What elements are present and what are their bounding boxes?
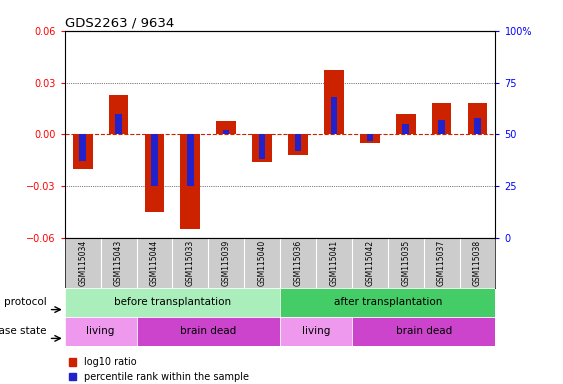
Bar [280,288,495,317]
Bar [280,317,352,346]
Bar [145,134,164,212]
Text: GSM115043: GSM115043 [114,240,123,286]
Bar [65,288,280,317]
Bar [330,97,337,134]
Text: GSM115033: GSM115033 [186,240,195,286]
Text: after transplantation: after transplantation [334,297,442,308]
Bar [432,103,452,134]
Text: living: living [302,326,330,336]
Legend: log10 ratio, percentile rank within the sample: log10 ratio, percentile rank within the … [65,353,253,384]
Text: protocol: protocol [4,297,47,308]
Bar [187,134,194,186]
Bar [181,134,200,230]
Bar [468,103,488,134]
Text: GSM115044: GSM115044 [150,240,159,286]
Bar [216,121,236,134]
Text: living: living [87,326,115,336]
Text: brain dead: brain dead [180,326,236,336]
Text: disease state: disease state [0,326,47,336]
Text: before transplantation: before transplantation [114,297,231,308]
Bar [367,134,373,141]
Bar [79,134,86,161]
Bar [295,134,301,151]
Text: brain dead: brain dead [396,326,452,336]
Bar [324,70,344,134]
Bar [65,317,137,346]
Bar [396,114,415,134]
Bar [474,118,481,134]
Bar [223,130,230,134]
Text: GSM115042: GSM115042 [365,240,374,286]
Bar [439,120,445,134]
Text: GSM115036: GSM115036 [293,240,302,286]
Bar [151,134,158,186]
Text: GSM115035: GSM115035 [401,240,410,286]
Text: GSM115037: GSM115037 [437,240,446,286]
Bar [360,134,379,143]
Bar [115,114,122,134]
Bar [137,317,280,346]
Text: GSM115039: GSM115039 [222,240,231,286]
Bar [73,134,92,169]
Bar [259,134,265,159]
Text: GSM115034: GSM115034 [78,240,87,286]
Text: GSM115041: GSM115041 [329,240,338,286]
Text: GSM115040: GSM115040 [258,240,267,286]
Bar [252,134,272,162]
Bar [403,124,409,134]
Bar [109,94,128,134]
Bar [352,317,495,346]
Text: GDS2263 / 9634: GDS2263 / 9634 [65,17,174,30]
Text: GSM115038: GSM115038 [473,240,482,286]
Bar [288,134,308,155]
